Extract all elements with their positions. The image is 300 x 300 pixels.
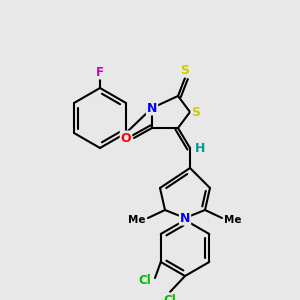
Text: F: F: [96, 65, 104, 79]
Text: H: H: [195, 142, 205, 154]
Text: Me: Me: [128, 215, 146, 225]
Text: Me: Me: [224, 215, 242, 225]
Text: S: S: [181, 64, 190, 76]
Text: N: N: [147, 101, 157, 115]
Text: O: O: [121, 131, 131, 145]
Text: Cl: Cl: [164, 293, 176, 300]
Text: S: S: [191, 106, 200, 118]
Text: Cl: Cl: [139, 274, 152, 286]
Text: N: N: [180, 212, 190, 224]
